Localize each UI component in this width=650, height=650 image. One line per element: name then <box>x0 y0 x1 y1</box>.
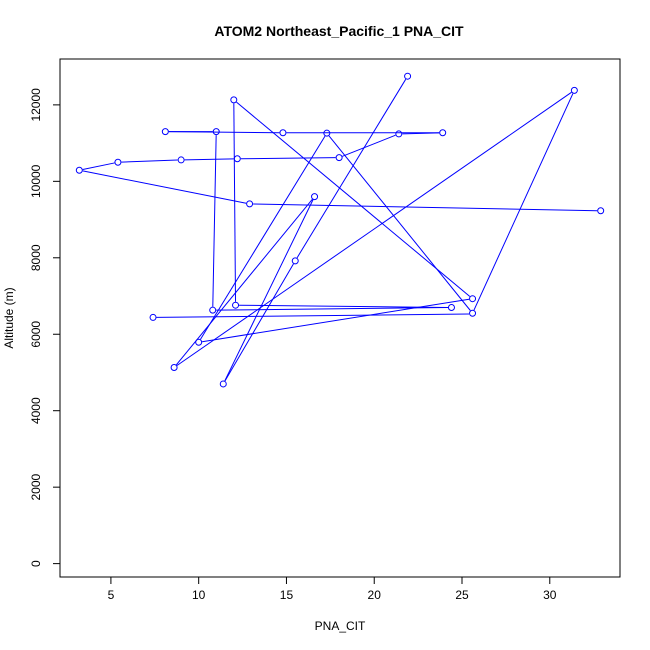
series-segment <box>82 170 247 204</box>
series-segment <box>473 93 574 311</box>
data-point <box>149 313 157 321</box>
y-axis-label: Altitude (m) <box>2 287 16 348</box>
data-point <box>246 200 254 208</box>
x-tick-label: 25 <box>455 588 469 602</box>
y-tick-label: 12000 <box>29 88 43 122</box>
y-axis: 0 2000 4000 6000 8000 10000 12000 <box>29 88 61 567</box>
series-segment <box>328 135 471 311</box>
data-point <box>219 380 227 388</box>
series-segment <box>156 313 470 318</box>
series-segment <box>216 307 448 311</box>
y-tick-label: 10000 <box>29 164 43 198</box>
data-point <box>114 158 122 166</box>
plot-area-border <box>59 58 621 578</box>
series-segment <box>202 298 470 343</box>
data-point <box>279 129 287 137</box>
x-tick-label: 15 <box>280 588 294 602</box>
data-point <box>212 128 220 136</box>
y-tick-label: 2000 <box>29 473 43 500</box>
x-tick-label: 10 <box>192 588 206 602</box>
series-segment <box>402 132 440 135</box>
data-point <box>232 301 240 309</box>
series-segment <box>212 135 217 307</box>
data-point <box>570 86 578 94</box>
series-segment <box>224 199 314 382</box>
data-point <box>195 338 203 346</box>
data-point <box>469 295 477 303</box>
series-segment <box>224 263 294 382</box>
data-point <box>311 193 319 201</box>
series-segment <box>175 199 313 366</box>
data-point <box>75 166 83 174</box>
data-point <box>395 130 403 138</box>
data-point <box>447 303 455 311</box>
data-point <box>597 207 605 215</box>
series-segment <box>121 159 178 163</box>
data-markers <box>75 72 605 388</box>
series-segment <box>233 103 237 302</box>
series-segment <box>236 101 471 297</box>
series-segment <box>239 304 448 308</box>
series-segment <box>176 91 572 366</box>
data-point <box>209 306 217 314</box>
y-tick-label: 8000 <box>29 244 43 271</box>
series-segment <box>342 134 396 157</box>
data-point <box>439 129 447 137</box>
x-tick-label: 30 <box>543 588 557 602</box>
x-axis-label: PNA_CIT <box>315 619 366 633</box>
data-point <box>161 128 169 136</box>
series-segment <box>296 78 407 259</box>
x-tick-label: 5 <box>108 588 115 602</box>
data-point <box>469 309 477 317</box>
x-axis: 5 10 15 20 25 30 <box>108 576 557 602</box>
x-tick-label: 20 <box>368 588 382 602</box>
chart-title: ATOM2 Northeast_Pacific_1 PNA_CIT <box>214 23 464 39</box>
series-segment <box>240 157 336 160</box>
data-lines <box>82 78 598 382</box>
series-segment <box>184 158 234 161</box>
data-point <box>404 72 412 80</box>
y-tick-label: 0 <box>29 560 43 567</box>
data-point <box>230 96 238 104</box>
series-segment <box>168 131 280 134</box>
data-point <box>323 129 331 137</box>
y-tick-label: 6000 <box>29 321 43 348</box>
data-point <box>291 257 299 265</box>
y-tick-label: 4000 <box>29 397 43 424</box>
series-segment <box>253 203 598 212</box>
data-point <box>335 154 343 162</box>
series-segment <box>200 135 326 340</box>
data-point <box>177 156 185 164</box>
series-segment <box>82 162 115 171</box>
data-point <box>233 155 241 163</box>
data-point <box>170 364 178 372</box>
